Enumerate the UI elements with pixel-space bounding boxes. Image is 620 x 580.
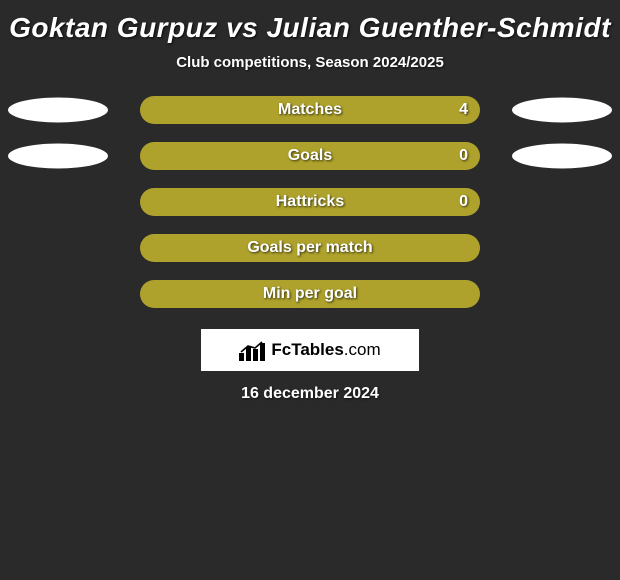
stat-value: 0 <box>459 147 468 165</box>
stat-row: Goals per match <box>0 225 620 271</box>
stat-row: Matches 4 <box>0 87 620 133</box>
stat-row: Goals 0 <box>0 133 620 179</box>
stat-label: Hattricks <box>276 193 344 211</box>
bars-icon <box>239 339 265 361</box>
stat-label: Matches <box>278 101 342 119</box>
stat-value: 0 <box>459 193 468 211</box>
stat-rows: Matches 4 Goals 0 Hattricks 0 Goals per match M… <box>0 87 620 317</box>
stat-row: Hattricks 0 <box>0 179 620 225</box>
stat-value: 4 <box>459 101 468 119</box>
stat-bar: Goals per match <box>140 234 480 262</box>
generation-date: 16 december 2024 <box>0 371 620 417</box>
stat-bar: Hattricks 0 <box>140 188 480 216</box>
stat-row: Min per goal <box>0 271 620 317</box>
stat-bar: Goals 0 <box>140 142 480 170</box>
logo-text: FcTables.com <box>271 340 380 360</box>
logo-text-light: .com <box>344 340 381 359</box>
subtitle: Club competitions, Season 2024/2025 <box>0 48 620 87</box>
stat-label: Goals <box>288 147 332 165</box>
logo-text-bold: FcTables <box>271 340 343 359</box>
left-player-marker <box>8 144 108 169</box>
page-title: Goktan Gurpuz vs Julian Guenther-Schmidt <box>0 0 620 48</box>
right-player-marker <box>512 144 612 169</box>
right-player-marker <box>512 98 612 123</box>
stat-bar: Min per goal <box>140 280 480 308</box>
fctables-logo[interactable]: FcTables.com <box>201 329 419 371</box>
left-player-marker <box>8 98 108 123</box>
stat-label: Goals per match <box>247 239 372 257</box>
stat-bar: Matches 4 <box>140 96 480 124</box>
stat-label: Min per goal <box>263 285 357 303</box>
